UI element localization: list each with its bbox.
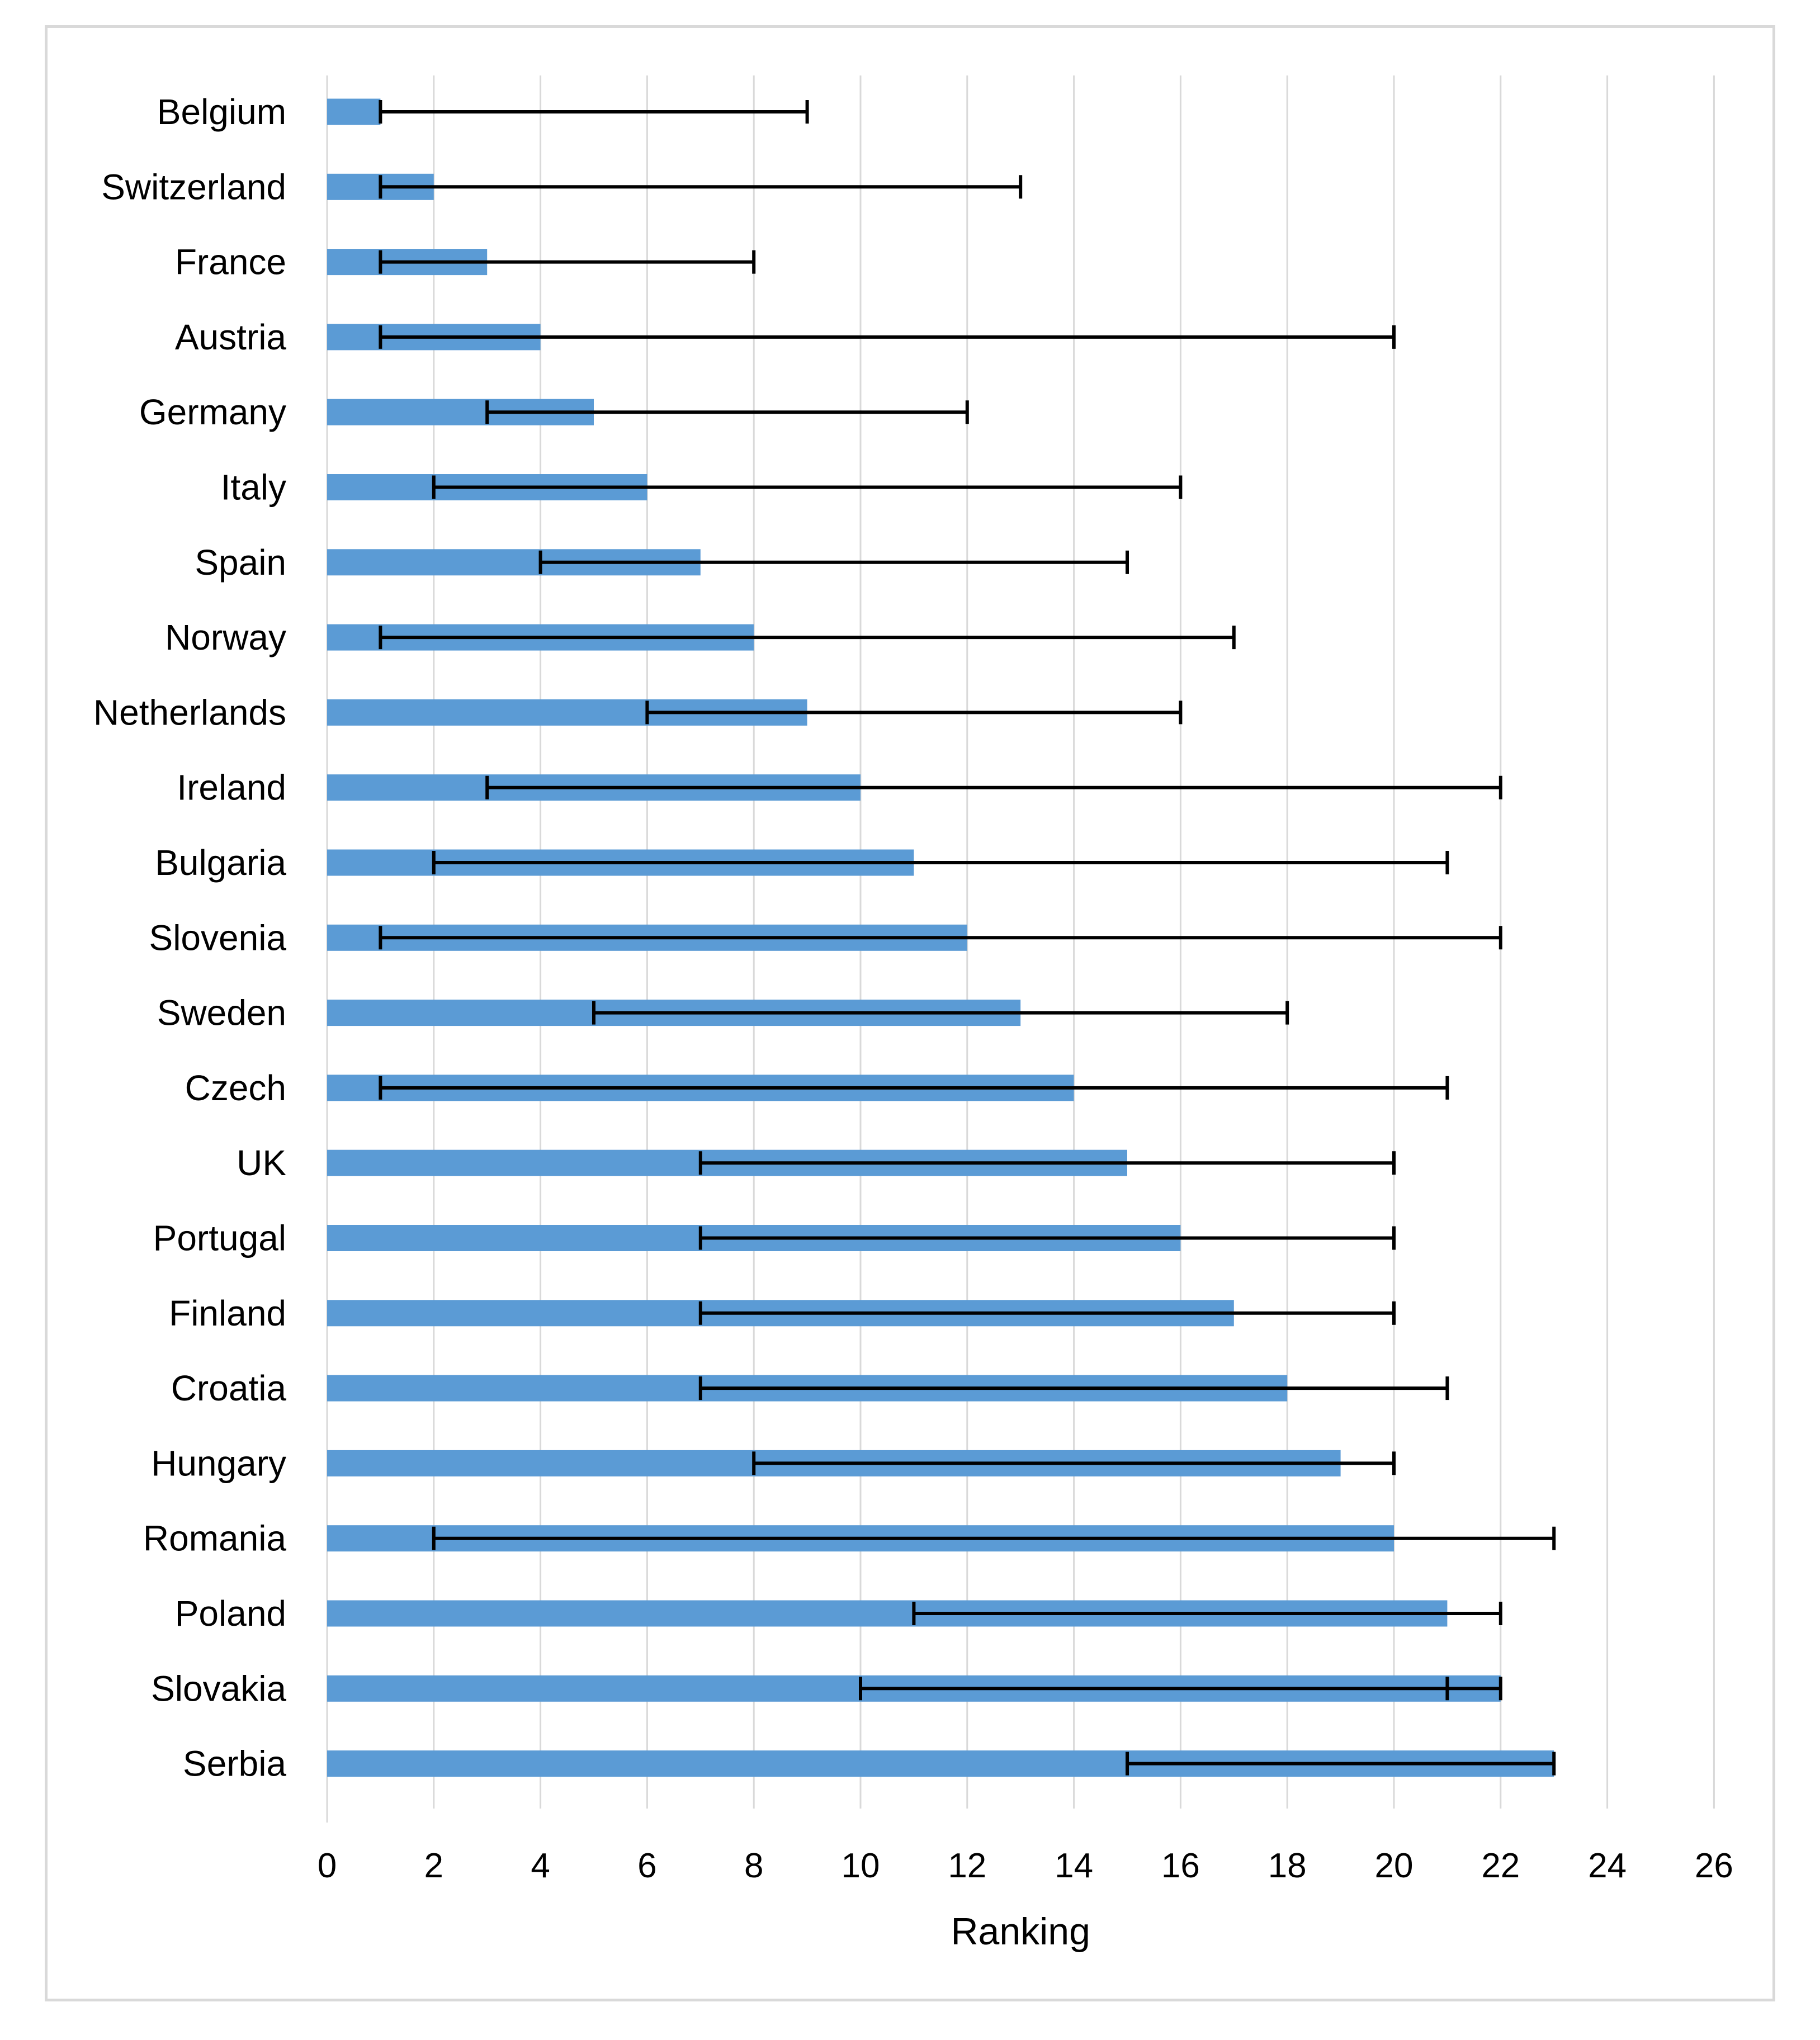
error-bar <box>485 400 969 424</box>
error-bar <box>432 1526 1556 1550</box>
x-tick-label: 0 <box>318 1847 337 1885</box>
x-tick-label: 18 <box>1268 1847 1307 1885</box>
category-label: Sweden <box>157 993 286 1033</box>
error-bar <box>698 1376 1449 1400</box>
x-tick-label: 8 <box>744 1847 763 1885</box>
error-bar <box>379 1076 1449 1100</box>
category-label: France <box>175 242 286 282</box>
category-label: Czech <box>185 1068 286 1108</box>
category-label: Slovakia <box>151 1668 286 1708</box>
x-tick-label: 2 <box>424 1847 443 1885</box>
category-label: Croatia <box>171 1368 287 1408</box>
category-label: Spain <box>195 542 286 583</box>
error-bars <box>379 100 1556 1776</box>
x-tick-label: 14 <box>1055 1847 1093 1885</box>
category-label: Bulgaria <box>155 842 286 883</box>
x-axis-title: Ranking <box>951 1910 1090 1953</box>
error-bar <box>698 1301 1396 1325</box>
category-label: Norway <box>165 617 286 657</box>
category-label: Finland <box>169 1293 286 1333</box>
category-labels: Belgium Switzerland France Austria Germany It… <box>93 92 287 1784</box>
x-tick-labels: 0 2 4 6 8 10 12 14 16 18 20 22 24 26 <box>318 1847 1733 1885</box>
error-bar <box>592 1001 1289 1025</box>
category-label: Netherlands <box>93 692 286 732</box>
bar <box>327 98 381 125</box>
error-bar <box>379 325 1396 349</box>
error-bar <box>432 851 1449 874</box>
category-label: Portugal <box>153 1218 286 1258</box>
error-bar <box>379 926 1502 950</box>
gridlines <box>326 75 1715 1823</box>
category-label: Poland <box>175 1593 286 1634</box>
category-label: Germany <box>139 392 286 432</box>
error-bar <box>859 1677 1502 1701</box>
category-label: Austria <box>175 317 287 357</box>
category-label: Serbia <box>183 1744 286 1784</box>
category-label: Slovenia <box>149 917 287 958</box>
x-tick-label: 6 <box>637 1847 656 1885</box>
error-bar <box>379 250 756 274</box>
error-bar <box>379 100 809 124</box>
category-label: Italy <box>221 467 286 508</box>
error-bar <box>538 550 1129 574</box>
error-bar <box>379 626 1236 650</box>
error-bar <box>1126 1752 1556 1776</box>
x-tick-label: 22 <box>1481 1847 1520 1885</box>
x-tick-label: 26 <box>1695 1847 1733 1885</box>
error-bar <box>485 775 1502 799</box>
error-bar <box>432 475 1183 499</box>
category-label: Hungary <box>151 1443 286 1483</box>
error-bar <box>752 1451 1396 1475</box>
error-bar <box>379 175 1023 199</box>
error-bar <box>912 1602 1502 1625</box>
x-tick-label: 12 <box>948 1847 986 1885</box>
x-tick-label: 4 <box>531 1847 550 1885</box>
category-label: UK <box>237 1143 286 1183</box>
error-bar <box>645 700 1183 725</box>
error-bar <box>698 1151 1396 1175</box>
error-bar <box>698 1226 1396 1250</box>
x-tick-label: 20 <box>1375 1847 1414 1885</box>
category-label: Switzerland <box>101 167 286 207</box>
x-tick-label: 10 <box>842 1847 880 1885</box>
x-tick-label: 16 <box>1161 1847 1200 1885</box>
category-label: Ireland <box>177 768 286 808</box>
category-label: Belgium <box>157 92 286 132</box>
x-tick-label: 24 <box>1588 1847 1627 1885</box>
category-label: Romania <box>143 1518 287 1559</box>
